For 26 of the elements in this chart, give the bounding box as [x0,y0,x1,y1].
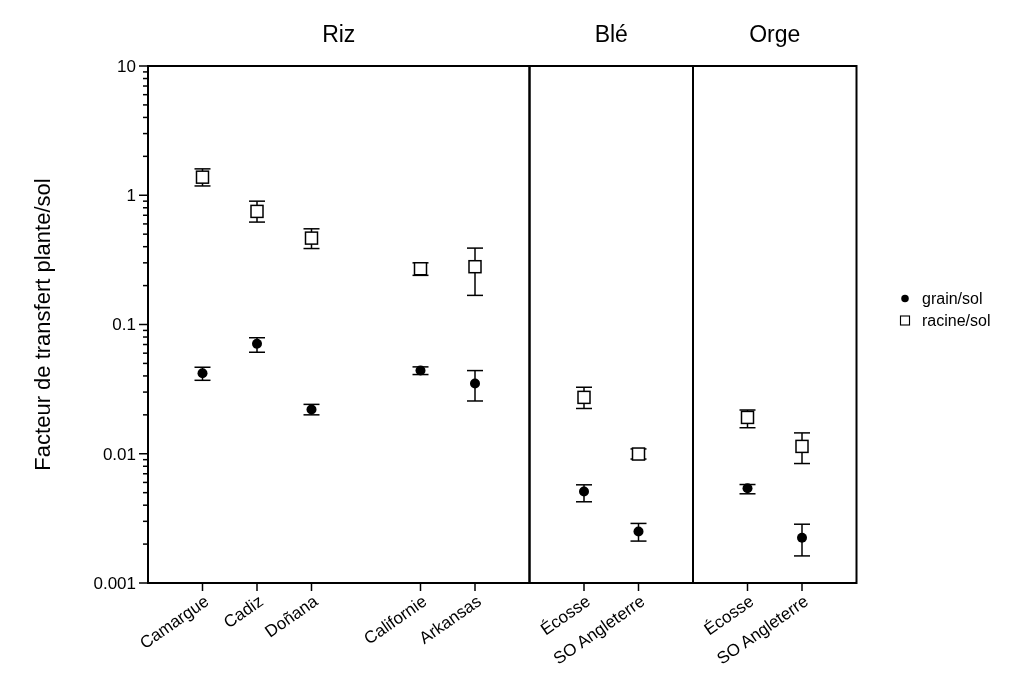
point [304,231,319,245]
point [740,410,755,425]
chart-title: Blé [594,21,628,47]
point [577,390,591,405]
point [742,483,753,494]
y-axis-title: Facteur de transfert plante/sol [30,178,55,471]
legend-label: grain/sol [922,290,983,308]
point [197,368,208,379]
point [470,378,480,389]
point [468,259,482,274]
y-tick-label: 1 [126,186,136,206]
point [797,532,807,543]
point [250,204,264,219]
point [252,338,262,349]
point [633,526,644,537]
point [415,365,426,376]
chart-title: Orge [749,21,801,47]
point [795,439,809,454]
point [579,486,589,497]
y-tick-label: 0.1 [112,315,136,335]
y-tick-label: 10 [117,56,136,76]
chart-title: Riz [322,21,356,47]
y-tick-label: 0.001 [93,573,136,593]
y-tick-label: 0.01 [102,444,136,464]
legend-label: racine/sol [922,312,991,330]
point [306,404,317,415]
